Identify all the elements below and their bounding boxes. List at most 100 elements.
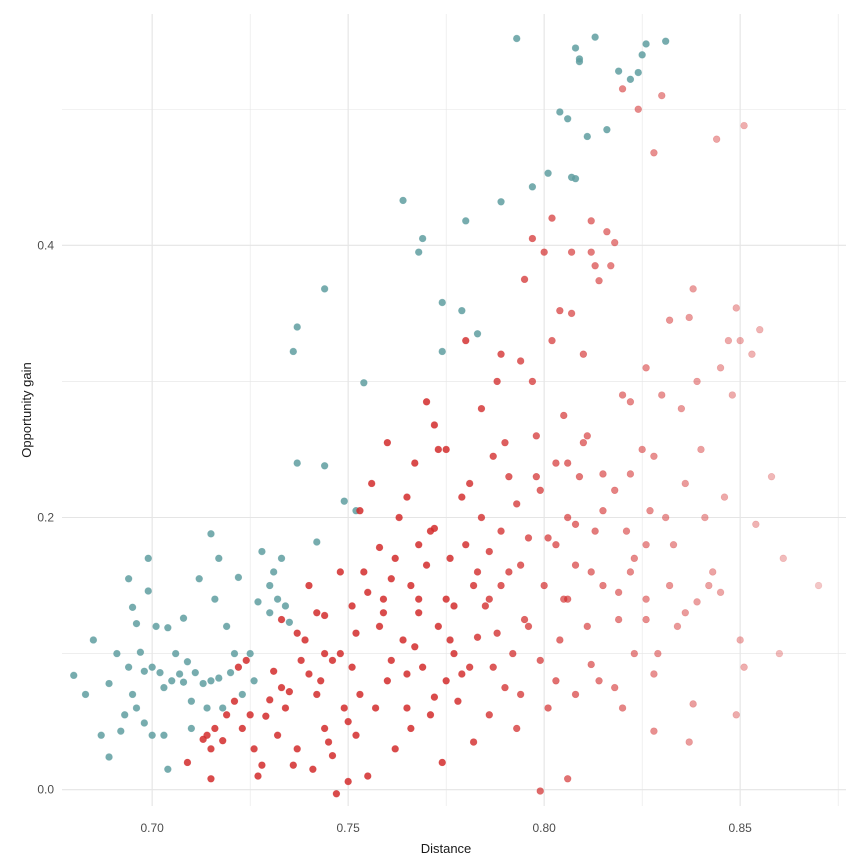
red-point bbox=[516, 357, 525, 365]
red-point bbox=[614, 615, 623, 624]
teal-point bbox=[563, 115, 572, 123]
red-point bbox=[587, 660, 595, 669]
red-point bbox=[446, 554, 454, 563]
teal-point bbox=[418, 234, 427, 243]
red-point bbox=[313, 690, 321, 699]
red-point bbox=[485, 711, 493, 719]
teal-point bbox=[497, 198, 505, 206]
red-point bbox=[297, 656, 305, 665]
red-point bbox=[650, 452, 658, 460]
grid-major bbox=[62, 14, 846, 806]
red-point bbox=[583, 432, 591, 440]
teal-point bbox=[415, 248, 423, 256]
teal-point bbox=[583, 132, 591, 141]
teal-point bbox=[219, 704, 227, 712]
red-point bbox=[513, 724, 521, 733]
red-point bbox=[383, 438, 392, 447]
red-point bbox=[618, 391, 627, 399]
red-point bbox=[520, 275, 529, 284]
red-point bbox=[426, 527, 435, 535]
red-point bbox=[254, 772, 262, 780]
red-point bbox=[599, 581, 607, 590]
teal-point bbox=[250, 677, 258, 685]
red-point bbox=[250, 745, 258, 753]
red-point bbox=[289, 761, 297, 769]
red-point bbox=[814, 581, 823, 590]
red-point bbox=[258, 761, 266, 769]
red-point bbox=[356, 507, 364, 515]
teal-point bbox=[320, 462, 329, 470]
red-point bbox=[658, 91, 666, 100]
red-point bbox=[465, 663, 474, 671]
red-point bbox=[320, 724, 329, 733]
teal-point bbox=[203, 704, 211, 712]
red-point bbox=[775, 649, 784, 658]
teal-point bbox=[293, 323, 301, 331]
red-point bbox=[756, 326, 764, 334]
red-point bbox=[426, 711, 435, 719]
red-point bbox=[528, 377, 537, 386]
red-point bbox=[536, 787, 544, 795]
red-point bbox=[548, 214, 556, 222]
red-point bbox=[485, 547, 493, 556]
red-point bbox=[716, 588, 725, 597]
red-point bbox=[305, 581, 313, 590]
red-point bbox=[567, 309, 576, 318]
red-point bbox=[563, 775, 572, 783]
teal-point bbox=[556, 108, 564, 116]
red-point bbox=[375, 622, 384, 631]
red-point bbox=[454, 697, 462, 705]
red-point bbox=[399, 636, 407, 644]
teal-point bbox=[144, 587, 152, 595]
red-point bbox=[591, 527, 599, 535]
red-point bbox=[513, 500, 521, 508]
red-point bbox=[422, 398, 431, 406]
red-point bbox=[540, 581, 548, 590]
teal-point bbox=[128, 603, 137, 612]
red-point bbox=[532, 432, 541, 440]
red-point bbox=[618, 85, 627, 93]
red-point bbox=[642, 595, 650, 603]
red-point bbox=[587, 217, 595, 225]
teal-point bbox=[136, 648, 145, 656]
teal-point bbox=[148, 731, 156, 739]
red-point bbox=[661, 513, 670, 522]
red-point bbox=[642, 364, 650, 372]
teal-point bbox=[105, 753, 113, 761]
red-point bbox=[411, 459, 419, 467]
red-point bbox=[571, 520, 580, 529]
red-point bbox=[579, 438, 588, 447]
red-point bbox=[681, 609, 689, 617]
teal-point bbox=[160, 731, 168, 739]
red-point bbox=[560, 595, 568, 603]
red-point bbox=[360, 568, 368, 576]
red-point bbox=[575, 472, 584, 481]
red-point bbox=[716, 364, 725, 372]
teal-point bbox=[164, 765, 172, 773]
teal-point bbox=[277, 554, 286, 563]
red-point bbox=[403, 670, 411, 678]
teal-point bbox=[246, 649, 254, 658]
red-point bbox=[348, 663, 356, 671]
teal-point bbox=[124, 575, 133, 583]
red-point bbox=[407, 581, 415, 590]
teal-point bbox=[528, 183, 537, 191]
red-point bbox=[779, 554, 787, 563]
teal-point bbox=[626, 75, 635, 84]
red-point bbox=[536, 486, 544, 494]
red-point bbox=[552, 459, 560, 467]
teal-point bbox=[638, 51, 646, 59]
data-points bbox=[70, 33, 823, 798]
red-point bbox=[626, 470, 635, 478]
red-point bbox=[364, 588, 372, 597]
red-point bbox=[364, 772, 372, 780]
red-point bbox=[266, 696, 274, 704]
teal-point bbox=[320, 285, 329, 293]
red-point bbox=[595, 277, 603, 285]
red-point bbox=[262, 712, 270, 720]
teal-point bbox=[187, 724, 196, 733]
red-point bbox=[607, 262, 615, 270]
red-point bbox=[685, 313, 693, 322]
red-point bbox=[469, 738, 478, 746]
